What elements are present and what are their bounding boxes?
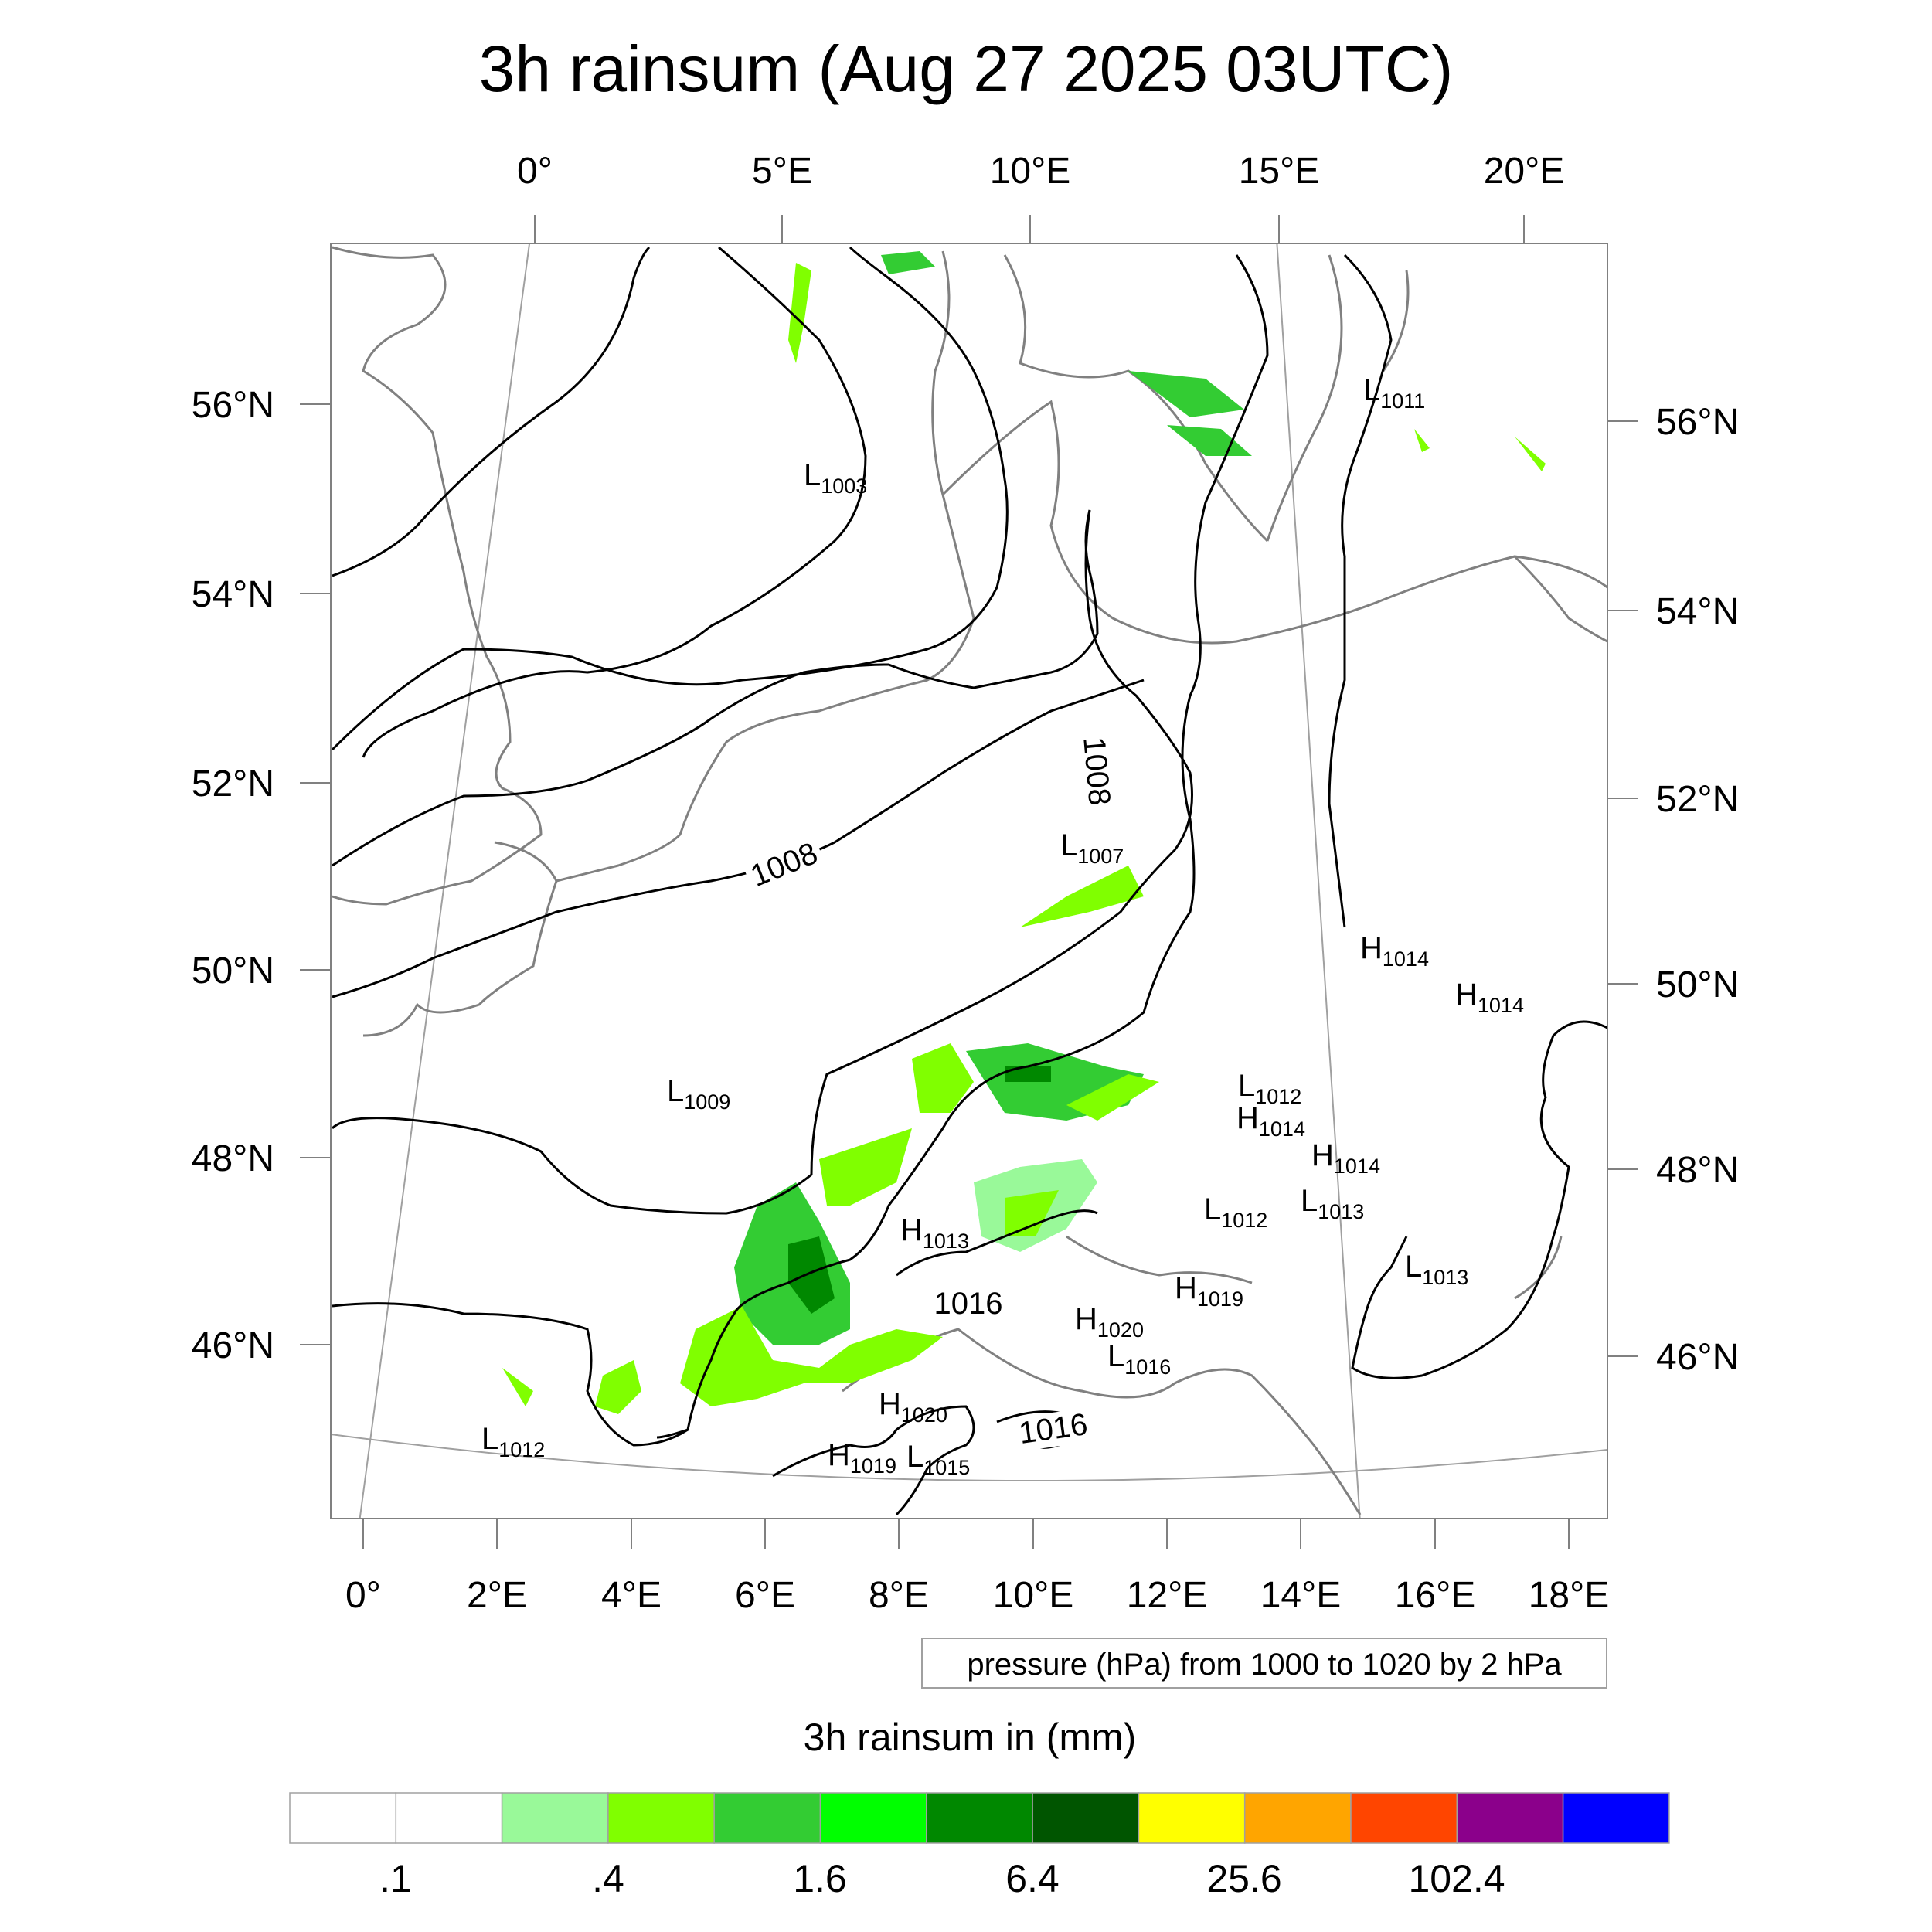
left-lat-label: 54°N — [192, 574, 274, 615]
left-lat-label: 48°N — [192, 1138, 274, 1179]
colorbar-swatch — [927, 1793, 1032, 1843]
colorbar-swatch — [1032, 1793, 1138, 1843]
legend-title: 3h rainsum in (mm) — [804, 1716, 1137, 1759]
colorbar-labels: .1 .4 1.6 6.4 25.6 102.4 — [379, 1857, 1505, 1900]
pressure-info-text: pressure (hPa) from 1000 to 1020 by 2 hP… — [967, 1648, 1562, 1682]
colorbar-swatch — [608, 1793, 714, 1843]
right-lat-label: 54°N — [1656, 591, 1739, 632]
map-title: 3h rainsum (Aug 27 2025 03UTC) — [479, 32, 1454, 105]
bottom-lon-label: 4°E — [601, 1575, 662, 1616]
left-lat-label: 50°N — [192, 951, 274, 992]
colorbar-swatch — [1138, 1793, 1244, 1843]
bottom-lon-label: 16°E — [1395, 1575, 1476, 1616]
left-lat-label: 56°N — [192, 385, 274, 426]
colorbar-tick-label: 102.4 — [1408, 1857, 1505, 1900]
top-lon-label: 0° — [517, 151, 553, 192]
colorbar-tick-label: .4 — [592, 1857, 624, 1900]
colorbar-tick-label: 6.4 — [1005, 1857, 1060, 1900]
bottom-lon-label: 18°E — [1529, 1575, 1610, 1616]
bottom-lon-label: 2°E — [467, 1575, 527, 1616]
left-lat-label: 46°N — [192, 1325, 274, 1366]
colorbar-swatch — [821, 1793, 927, 1843]
colorbar-tick-label: 25.6 — [1206, 1857, 1281, 1900]
bottom-lon-label: 6°E — [735, 1575, 795, 1616]
isobar-label: 1016 — [934, 1287, 1003, 1321]
top-lon-label: 15°E — [1239, 151, 1320, 192]
colorbar-swatch — [714, 1793, 820, 1843]
right-lat-label: 46°N — [1656, 1337, 1739, 1378]
bottom-lon-label: 0° — [345, 1575, 381, 1616]
bottom-lon-label: 10°E — [993, 1575, 1074, 1616]
colorbar-swatch — [1245, 1793, 1351, 1843]
left-lat-label: 52°N — [192, 764, 274, 804]
colorbar-swatch — [1457, 1793, 1563, 1843]
colorbar-tick-label: .1 — [379, 1857, 412, 1900]
bottom-lon-label: 12°E — [1127, 1575, 1208, 1616]
top-lon-label: 10°E — [990, 151, 1071, 192]
right-lat-label: 56°N — [1656, 402, 1739, 443]
top-lon-label: 5°E — [752, 151, 812, 192]
right-lat-label: 50°N — [1656, 964, 1739, 1005]
top-lon-label: 20°E — [1484, 151, 1565, 192]
colorbar-tick-label: 1.6 — [793, 1857, 847, 1900]
colorbar-swatch — [1351, 1793, 1457, 1843]
right-lat-label: 48°N — [1656, 1150, 1739, 1191]
bottom-lon-label: 8°E — [869, 1575, 929, 1616]
colorbar — [290, 1793, 1669, 1843]
isobar-label: 1008 — [1077, 736, 1117, 807]
right-lat-label: 52°N — [1656, 779, 1739, 820]
colorbar-swatch — [290, 1793, 396, 1843]
bottom-lon-label: 14°E — [1260, 1575, 1342, 1616]
colorbar-swatch — [396, 1793, 502, 1843]
colorbar-swatch — [1563, 1793, 1669, 1843]
colorbar-swatch — [502, 1793, 608, 1843]
